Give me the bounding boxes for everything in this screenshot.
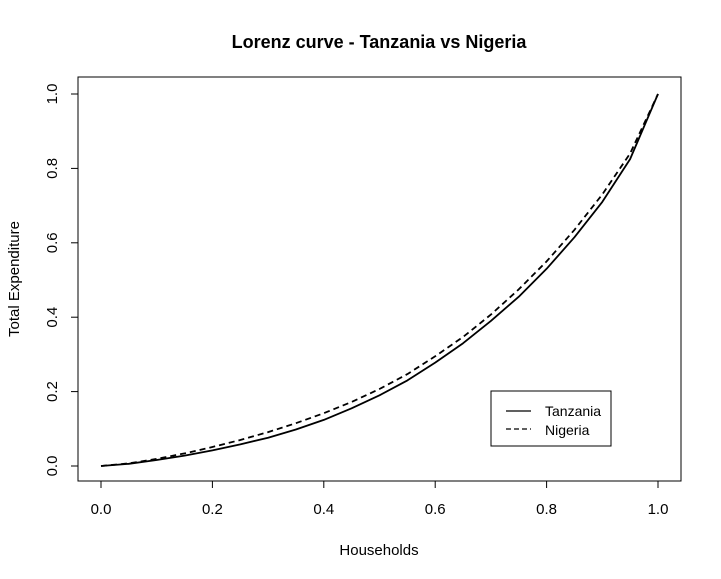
x-tick-label: 0.8 [536, 501, 557, 518]
series-layer [100, 93, 659, 467]
series-line-tanzania [100, 93, 659, 467]
x-tick-label: 1.0 [648, 501, 669, 518]
y-tick-label: 0.6 [44, 232, 61, 253]
x-tick-label: 0.4 [313, 501, 334, 518]
chart-title: Lorenz curve - Tanzania vs Nigeria [232, 32, 528, 52]
x-axis-label: Households [339, 542, 418, 559]
x-tick-label: 0.6 [425, 501, 446, 518]
series-line-nigeria [100, 93, 659, 467]
y-tick-label: 0.2 [44, 381, 61, 402]
y-axis-label: Total Expenditure [6, 221, 23, 337]
y-axis: 0.0 0.2 0.4 0.6 0.8 1.0 [44, 84, 79, 477]
y-tick-label: 0.8 [44, 158, 61, 179]
x-tick-label: 0.0 [91, 501, 112, 518]
x-axis: 0.0 0.2 0.4 0.6 0.8 1.0 [91, 480, 669, 518]
legend-label-nigeria: Nigeria [545, 422, 590, 438]
legend-label-tanzania: Tanzania [545, 403, 601, 419]
y-tick-label: 0.0 [44, 456, 61, 477]
y-tick-label: 0.4 [44, 307, 61, 328]
legend: Tanzania Nigeria [490, 390, 612, 447]
x-tick-label: 0.2 [202, 501, 223, 518]
y-tick-label: 1.0 [44, 84, 61, 105]
legend-box [490, 390, 612, 447]
